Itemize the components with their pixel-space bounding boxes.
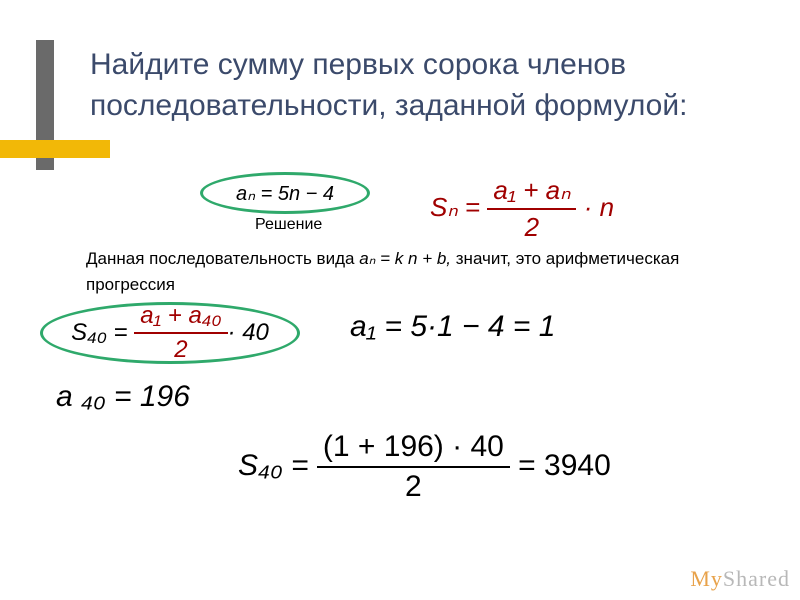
s40-fraction: a₁ + a₄₀ 2 [134, 302, 227, 364]
sum-numerator: a₁ + aₙ [487, 175, 576, 210]
formula-an-oval: aₙ = 5n − 4 [200, 172, 370, 214]
s40calc-denominator: 2 [317, 468, 510, 504]
sum-formula: Sₙ = a₁ + aₙ 2 · n [430, 175, 614, 243]
sum-tail: · n [584, 192, 614, 222]
s40calc-fraction: (1 + 196) · 40 2 [317, 430, 510, 504]
sum-lhs: Sₙ = [430, 192, 480, 222]
page-title: Найдите сумму первых сорока членов после… [90, 45, 770, 126]
sum-fraction: a₁ + aₙ 2 [487, 175, 576, 243]
sum-denominator: 2 [487, 210, 576, 243]
a1-calculation: a₁ = 5·1 − 4 = 1 [350, 310, 555, 344]
watermark: MyShared [690, 566, 790, 592]
watermark-my: My [690, 566, 723, 591]
formula-an: aₙ = 5n − 4 [236, 181, 334, 206]
watermark-shared: Shared [723, 566, 790, 591]
text-formula: aₙ = k n + b, [359, 249, 451, 268]
s40calc-numerator: (1 + 196) · 40 [317, 430, 510, 468]
explanation-text: Данная последовательность вида aₙ = k n … [86, 246, 766, 297]
s40-calculation: S₄₀ = (1 + 196) · 40 2 = 3940 [238, 430, 611, 504]
s40calc-lhs: S₄₀ = [238, 449, 309, 482]
s40-tail: · 40 [228, 319, 269, 347]
a40-calculation: a ₄₀ = 196 [56, 380, 190, 414]
text-part1: Данная последовательность вида [86, 249, 359, 268]
s40-formula-oval: S₄₀ = a₁ + a₄₀ 2 · 40 [40, 302, 300, 364]
s40-numerator: a₁ + a₄₀ [134, 302, 227, 334]
s40-lhs: S₄₀ = [71, 319, 127, 347]
s40calc-tail: = 3940 [518, 449, 611, 482]
solution-label: Решение [255, 216, 322, 234]
decor-horizontal-bar [0, 140, 110, 158]
s40-denominator: 2 [134, 334, 227, 364]
